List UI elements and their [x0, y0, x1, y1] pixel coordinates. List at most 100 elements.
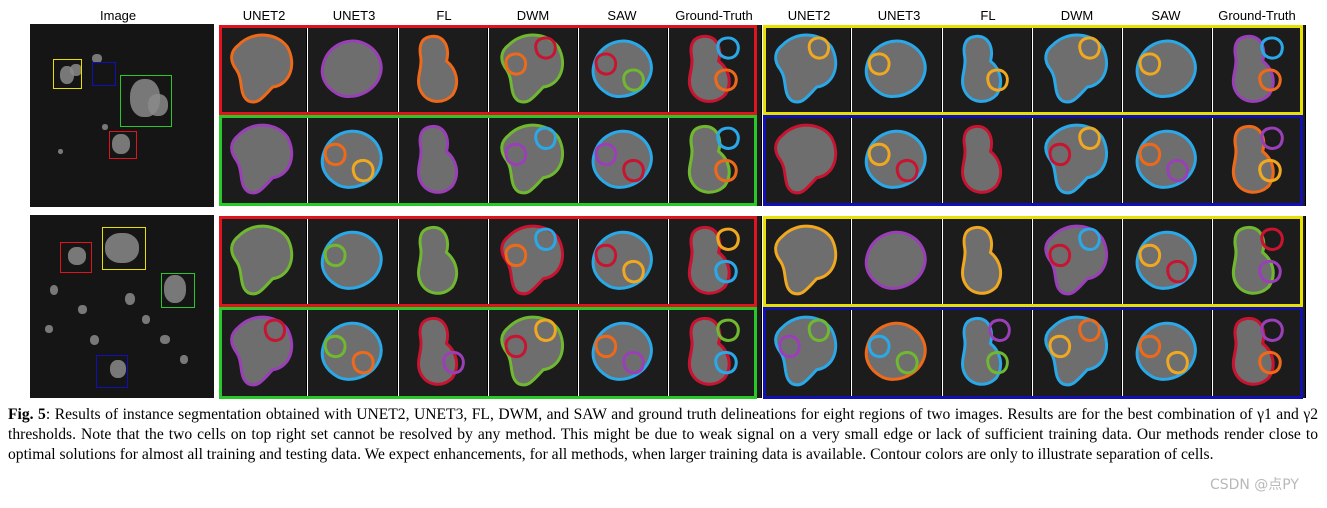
cell-contour	[687, 225, 731, 295]
cell-contour	[714, 68, 738, 92]
cell-contour	[864, 321, 927, 381]
tile-graphic	[591, 39, 653, 98]
segmentation-tile	[1033, 25, 1122, 115]
left-header-unet2: UNET2	[242, 8, 286, 23]
cell-contour	[687, 34, 731, 103]
right-header-saw: SAW	[1151, 8, 1181, 23]
cell-contour	[867, 142, 891, 167]
cell-contour	[622, 159, 645, 183]
cell-contour	[714, 351, 738, 375]
left-header-unet3: UNET3	[332, 8, 376, 23]
cell-body	[418, 36, 457, 102]
cell-contour	[320, 321, 383, 381]
overview-image-1	[30, 24, 214, 207]
cell-contour	[807, 36, 830, 60]
cell-contour	[594, 142, 618, 167]
cell-body	[231, 35, 292, 103]
cell-contour	[1135, 230, 1197, 290]
segmentation-tile	[489, 115, 578, 206]
cell-contour	[774, 224, 838, 296]
tile-graphic	[774, 315, 838, 387]
segmentation-tile	[579, 307, 668, 398]
segmentation-tile	[1033, 216, 1122, 307]
segmentation-tile	[852, 216, 942, 307]
cell-contour	[1138, 142, 1162, 167]
tile-graphic	[320, 39, 383, 98]
cell-contour	[1260, 36, 1284, 60]
figure-label: Fig. 5	[8, 406, 46, 423]
cell-contour	[1258, 351, 1282, 375]
segmentation-tile	[669, 25, 762, 115]
tile-graphic	[1044, 123, 1108, 195]
tile-graphic	[864, 230, 927, 290]
segmentation-tile	[1213, 216, 1306, 307]
cell-contour	[534, 318, 557, 342]
tile-graphic	[500, 123, 564, 195]
tile-graphic	[961, 124, 1003, 194]
cell-body	[501, 125, 563, 193]
segmentation-tile	[1033, 307, 1122, 398]
cell-contour	[417, 124, 459, 194]
segmentation-tile	[308, 216, 398, 307]
segmentation-tile	[852, 115, 942, 206]
cell-body	[418, 227, 457, 294]
cell-contour	[504, 243, 528, 268]
cell-contour	[716, 126, 740, 150]
cell-contour	[591, 129, 653, 189]
tile-graphic	[320, 129, 383, 189]
cell-contour	[986, 68, 1009, 92]
cell-body	[1045, 226, 1107, 294]
cell-body	[775, 317, 836, 385]
right-header-dwm: DWM	[1060, 8, 1094, 23]
cell-contour	[1258, 159, 1282, 183]
tile-graphic	[591, 230, 653, 290]
tile-graphic	[1231, 225, 1284, 295]
cell-contour	[622, 68, 645, 92]
tile-graphic	[417, 225, 459, 295]
cell-body	[962, 126, 1001, 193]
segmentation-tile	[763, 25, 851, 115]
tile-graphic	[774, 224, 838, 296]
cell-body	[775, 35, 836, 103]
segmentation-tile	[852, 307, 942, 398]
cell-contour	[622, 260, 645, 284]
tile-graphic	[1044, 315, 1108, 387]
segmentation-tile	[308, 25, 398, 115]
cell-body	[418, 126, 457, 193]
cell-contour	[320, 230, 383, 290]
caption-text: : Results of instance segmentation obtai…	[8, 406, 1319, 463]
tile-graphic	[1135, 39, 1197, 98]
cell-contour	[867, 52, 891, 76]
roi-box-yellow	[53, 59, 82, 89]
cell-contour	[417, 316, 459, 386]
cell-body	[231, 125, 292, 193]
cell-body	[1045, 125, 1107, 193]
cell-contour	[504, 142, 528, 167]
cell-contour	[1260, 227, 1284, 251]
segmentation-tile	[1213, 115, 1306, 206]
segmentation-tile	[308, 115, 398, 206]
cell-contour	[864, 230, 927, 290]
cell-contour	[417, 34, 459, 103]
cell-contour	[1078, 318, 1101, 342]
segmentation-tile	[669, 307, 762, 398]
tile-graphic	[417, 124, 459, 194]
cell-contour	[687, 316, 731, 386]
segmentation-tile	[1123, 307, 1212, 398]
right-header-fl: FL	[980, 8, 996, 23]
segmentation-tile	[399, 25, 488, 115]
tile-graphic	[417, 34, 459, 103]
segmentation-tile	[1213, 307, 1306, 398]
segmentation-tile	[219, 216, 307, 307]
tile-graphic	[774, 33, 838, 104]
cell-contour	[1138, 52, 1162, 76]
tile-graphic	[961, 316, 1011, 386]
segmentation-tile	[1123, 25, 1212, 115]
segmentation-tile	[943, 307, 1032, 398]
tile-graphic	[1231, 34, 1284, 103]
cell-contour	[534, 36, 557, 60]
tile-graphic	[687, 316, 740, 386]
cell-contour	[323, 334, 347, 359]
segmentation-tile	[943, 115, 1032, 206]
roi-box-red	[109, 131, 137, 159]
